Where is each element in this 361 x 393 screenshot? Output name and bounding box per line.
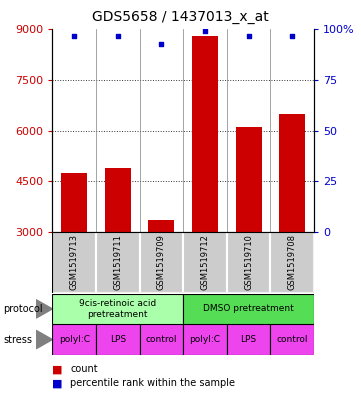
Point (290, 32, 295, 39)
Text: polyI:C: polyI:C (190, 335, 221, 344)
Text: polyI:C: polyI:C (58, 335, 90, 344)
Bar (270, 324, 314, 355)
Bar (96, 324, 140, 355)
Bar (227, 232, 270, 293)
Text: ■: ■ (52, 378, 63, 388)
Text: ■: ■ (52, 364, 63, 375)
Point (71, 32, 77, 39)
Bar (52, 324, 96, 355)
Text: GSM1519710: GSM1519710 (244, 234, 253, 290)
Bar (96, 232, 140, 293)
Text: stress: stress (4, 334, 32, 345)
Text: protocol: protocol (4, 304, 43, 314)
Bar (105, 168, 131, 232)
Text: GSM1519713: GSM1519713 (70, 234, 79, 290)
Bar (61, 173, 87, 232)
Text: LPS: LPS (110, 335, 126, 344)
Bar (148, 220, 174, 232)
Polygon shape (36, 331, 52, 349)
Bar (183, 232, 227, 293)
Text: GSM1519711: GSM1519711 (113, 234, 122, 290)
Text: count: count (70, 364, 98, 375)
Bar (52, 294, 183, 324)
Text: DMSO pretreatment: DMSO pretreatment (203, 305, 294, 313)
Bar (183, 324, 227, 355)
Point (246, 32, 252, 39)
Bar (227, 324, 270, 355)
Text: control: control (145, 335, 177, 344)
Point (115, 32, 121, 39)
Bar (279, 114, 305, 232)
Bar (140, 324, 183, 355)
Bar (236, 127, 262, 232)
Polygon shape (36, 300, 52, 318)
Bar (183, 294, 314, 324)
Point (158, 40, 164, 47)
Text: GSM1519709: GSM1519709 (157, 234, 166, 290)
Point (202, 28, 208, 35)
Text: 9cis-retinoic acid
pretreatment: 9cis-retinoic acid pretreatment (79, 299, 156, 319)
Text: GDS5658 / 1437013_x_at: GDS5658 / 1437013_x_at (92, 10, 269, 24)
Text: GSM1519708: GSM1519708 (288, 234, 297, 290)
Text: percentile rank within the sample: percentile rank within the sample (70, 378, 235, 388)
Bar (192, 36, 218, 232)
Text: GSM1519712: GSM1519712 (200, 234, 209, 290)
Bar (140, 232, 183, 293)
Bar (52, 232, 96, 293)
Text: control: control (277, 335, 308, 344)
Text: LPS: LPS (240, 335, 257, 344)
Bar (270, 232, 314, 293)
